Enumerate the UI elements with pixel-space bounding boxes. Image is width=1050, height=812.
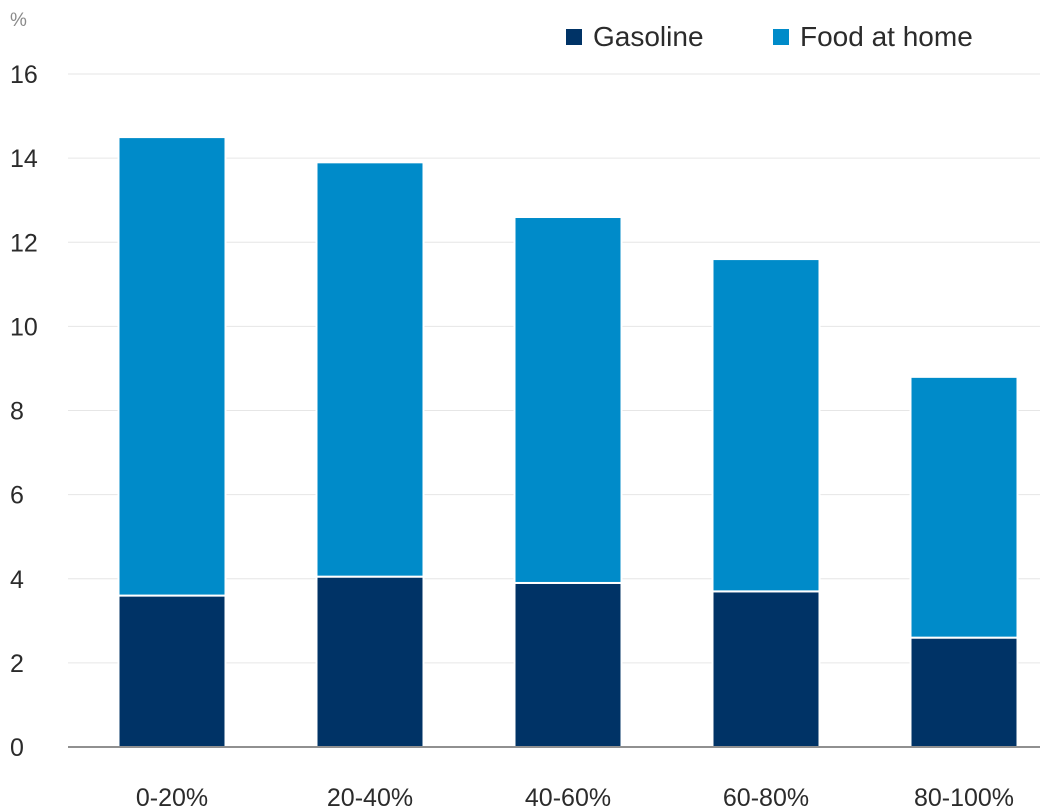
y-tick-label: 8	[10, 398, 24, 426]
x-tick-label: 60-80%	[723, 784, 809, 812]
legend-swatch-gasoline	[566, 29, 582, 45]
bar-segment-food-at-home	[711, 258, 821, 593]
y-tick-label: 2	[10, 650, 24, 678]
bar-segment-gasoline	[513, 581, 623, 748]
y-tick-label: 4	[10, 566, 24, 594]
y-tick-label: 6	[10, 482, 24, 510]
x-tick-label: 80-100%	[914, 784, 1014, 812]
bar-segment-food-at-home	[909, 375, 1019, 639]
legend: Gasoline Food at home	[566, 21, 973, 52]
bar-series	[117, 136, 1019, 749]
y-tick-label: 12	[10, 229, 38, 257]
y-axis-tick-labels: 0 2 4 6 8 10 12 14 16	[10, 61, 38, 762]
x-tick-label: 20-40%	[327, 784, 413, 812]
y-tick-label: 16	[10, 61, 38, 89]
y-axis-unit-label: %	[10, 10, 27, 31]
x-tick-label: 0-20%	[136, 784, 208, 812]
legend-swatch-food-at-home	[773, 29, 789, 45]
bar-segment-gasoline	[117, 594, 227, 749]
y-tick-label: 10	[10, 313, 38, 341]
legend-label-food-at-home: Food at home	[800, 21, 973, 52]
bar-segment-gasoline	[711, 590, 821, 749]
bar-segment-food-at-home	[315, 161, 425, 578]
legend-label-gasoline: Gasoline	[593, 21, 704, 52]
bar-segment-gasoline	[909, 636, 1019, 749]
bar-segment-food-at-home	[117, 136, 227, 597]
x-tick-label: 40-60%	[525, 784, 611, 812]
bar-segment-food-at-home	[513, 216, 623, 584]
bar-segment-gasoline	[315, 575, 425, 748]
y-tick-label: 0	[10, 734, 24, 762]
x-axis-tick-labels: 0-20% 20-40% 40-60% 60-80% 80-100%	[136, 784, 1014, 812]
y-tick-label: 14	[10, 145, 38, 173]
